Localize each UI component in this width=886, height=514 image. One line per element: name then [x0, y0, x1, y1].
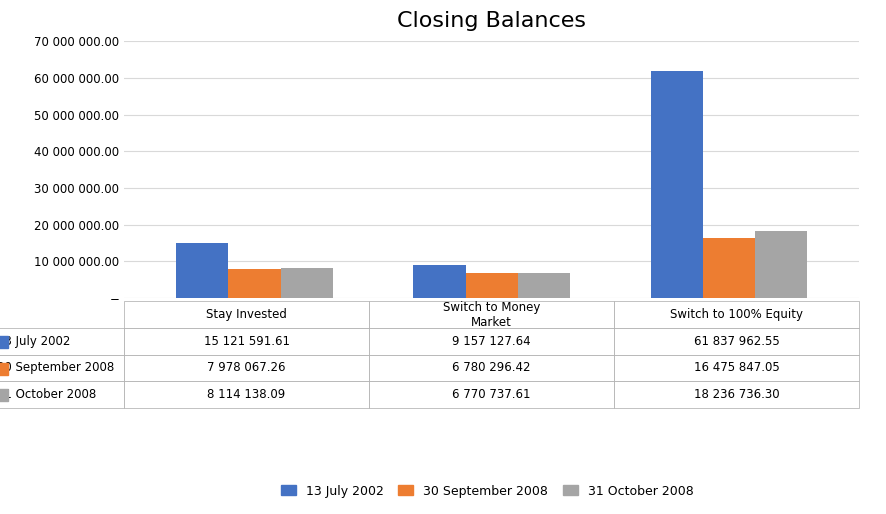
Legend: 13 July 2002, 30 September 2008, 31 October 2008: 13 July 2002, 30 September 2008, 31 Octo…	[276, 480, 699, 503]
Title: Closing Balances: Closing Balances	[397, 11, 587, 31]
Bar	[755, 231, 807, 298]
Bar	[229, 269, 281, 298]
Bar	[703, 237, 755, 298]
Bar	[650, 71, 703, 298]
Bar	[176, 243, 229, 298]
Bar	[466, 273, 517, 298]
Bar	[414, 265, 466, 298]
Bar	[281, 268, 333, 298]
Bar	[517, 273, 570, 298]
